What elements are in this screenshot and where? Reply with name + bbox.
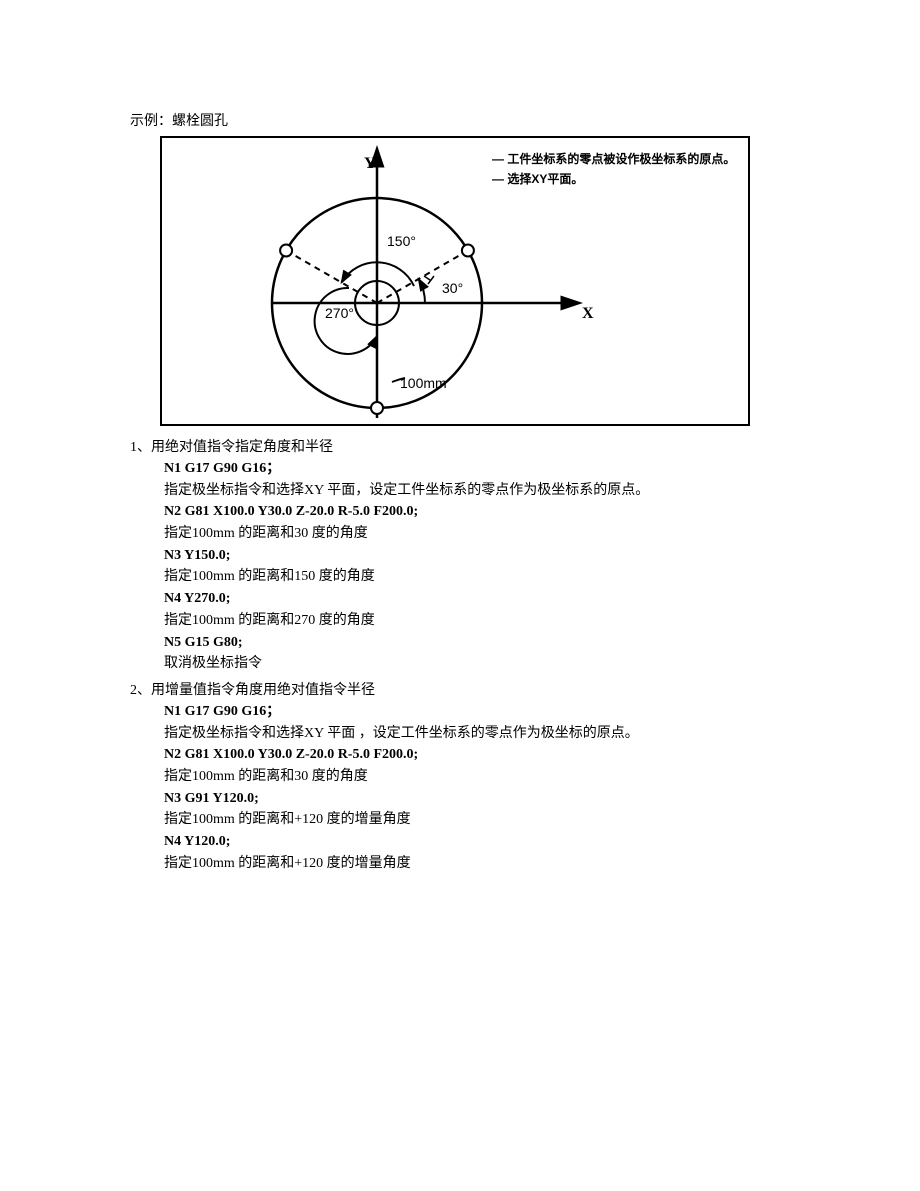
diagram-svg: Y X 150° 270° 30° 100mm	[162, 138, 752, 428]
section1-line-0: N1 G17 G90 G16；	[164, 458, 790, 480]
section2-block: N1 G17 G90 G16；指定极坐标指令和选择XY 平面 ，设定工件坐标系的…	[164, 701, 790, 875]
section1-line-6: N4 Y270.0;	[164, 588, 790, 610]
svg-text:30°: 30°	[442, 280, 463, 296]
svg-text:100mm: 100mm	[400, 375, 447, 391]
svg-text:Y: Y	[364, 155, 376, 172]
section2-line-0: N1 G17 G90 G16；	[164, 701, 790, 723]
section1-line-9: 取消极坐标指令	[164, 653, 790, 675]
section2-line-2: N2 G81 X100.0 Y30.0 Z-20.0 R-5.0 F200.0;	[164, 744, 790, 766]
svg-text:270°: 270°	[325, 305, 354, 321]
svg-text:X: X	[582, 305, 594, 322]
section1-line-8: N5 G15 G80;	[164, 632, 790, 654]
section1-line-7: 指定100mm 的距离和270 度的角度	[164, 610, 790, 632]
note-1: — 工件坐标系的零点被设作极坐标系的原点。	[492, 150, 735, 167]
section2-line-6: N4 Y120.0;	[164, 831, 790, 853]
svg-text:150°: 150°	[387, 233, 416, 249]
note-2: — 选择XY平面。	[492, 170, 583, 187]
diagram-box: Y X 150° 270° 30° 100mm — 工件坐标系的零点被设作极坐标…	[160, 136, 750, 426]
section2-head: 2、用增量值指令角度用绝对值指令半径	[130, 679, 790, 699]
section2-line-3: 指定100mm 的距离和30 度的角度	[164, 766, 790, 788]
section1-block: N1 G17 G90 G16；指定极坐标指令和选择XY 平面，设定工件坐标系的零…	[164, 458, 790, 675]
section1-line-3: 指定100mm 的距离和30 度的角度	[164, 523, 790, 545]
section2-line-7: 指定100mm 的距离和+120 度的增量角度	[164, 853, 790, 875]
section2-line-4: N3 G91 Y120.0;	[164, 788, 790, 810]
section1-line-4: N3 Y150.0;	[164, 545, 790, 567]
section1-head: 1、用绝对值指令指定角度和半径	[130, 436, 790, 456]
section1-line-2: N2 G81 X100.0 Y30.0 Z-20.0 R-5.0 F200.0;	[164, 501, 790, 523]
section2-line-1: 指定极坐标指令和选择XY 平面 ，设定工件坐标系的零点作为极坐标的原点。	[164, 723, 790, 745]
section1-line-5: 指定100mm 的距离和150 度的角度	[164, 566, 790, 588]
section2-line-5: 指定100mm 的距离和+120 度的增量角度	[164, 809, 790, 831]
example-title: 示例：螺栓圆孔	[130, 110, 790, 130]
section1-line-1: 指定极坐标指令和选择XY 平面，设定工件坐标系的零点作为极坐标系的原点。	[164, 480, 790, 502]
diagram-container: Y X 150° 270° 30° 100mm — 工件坐标系的零点被设作极坐标…	[160, 136, 790, 426]
